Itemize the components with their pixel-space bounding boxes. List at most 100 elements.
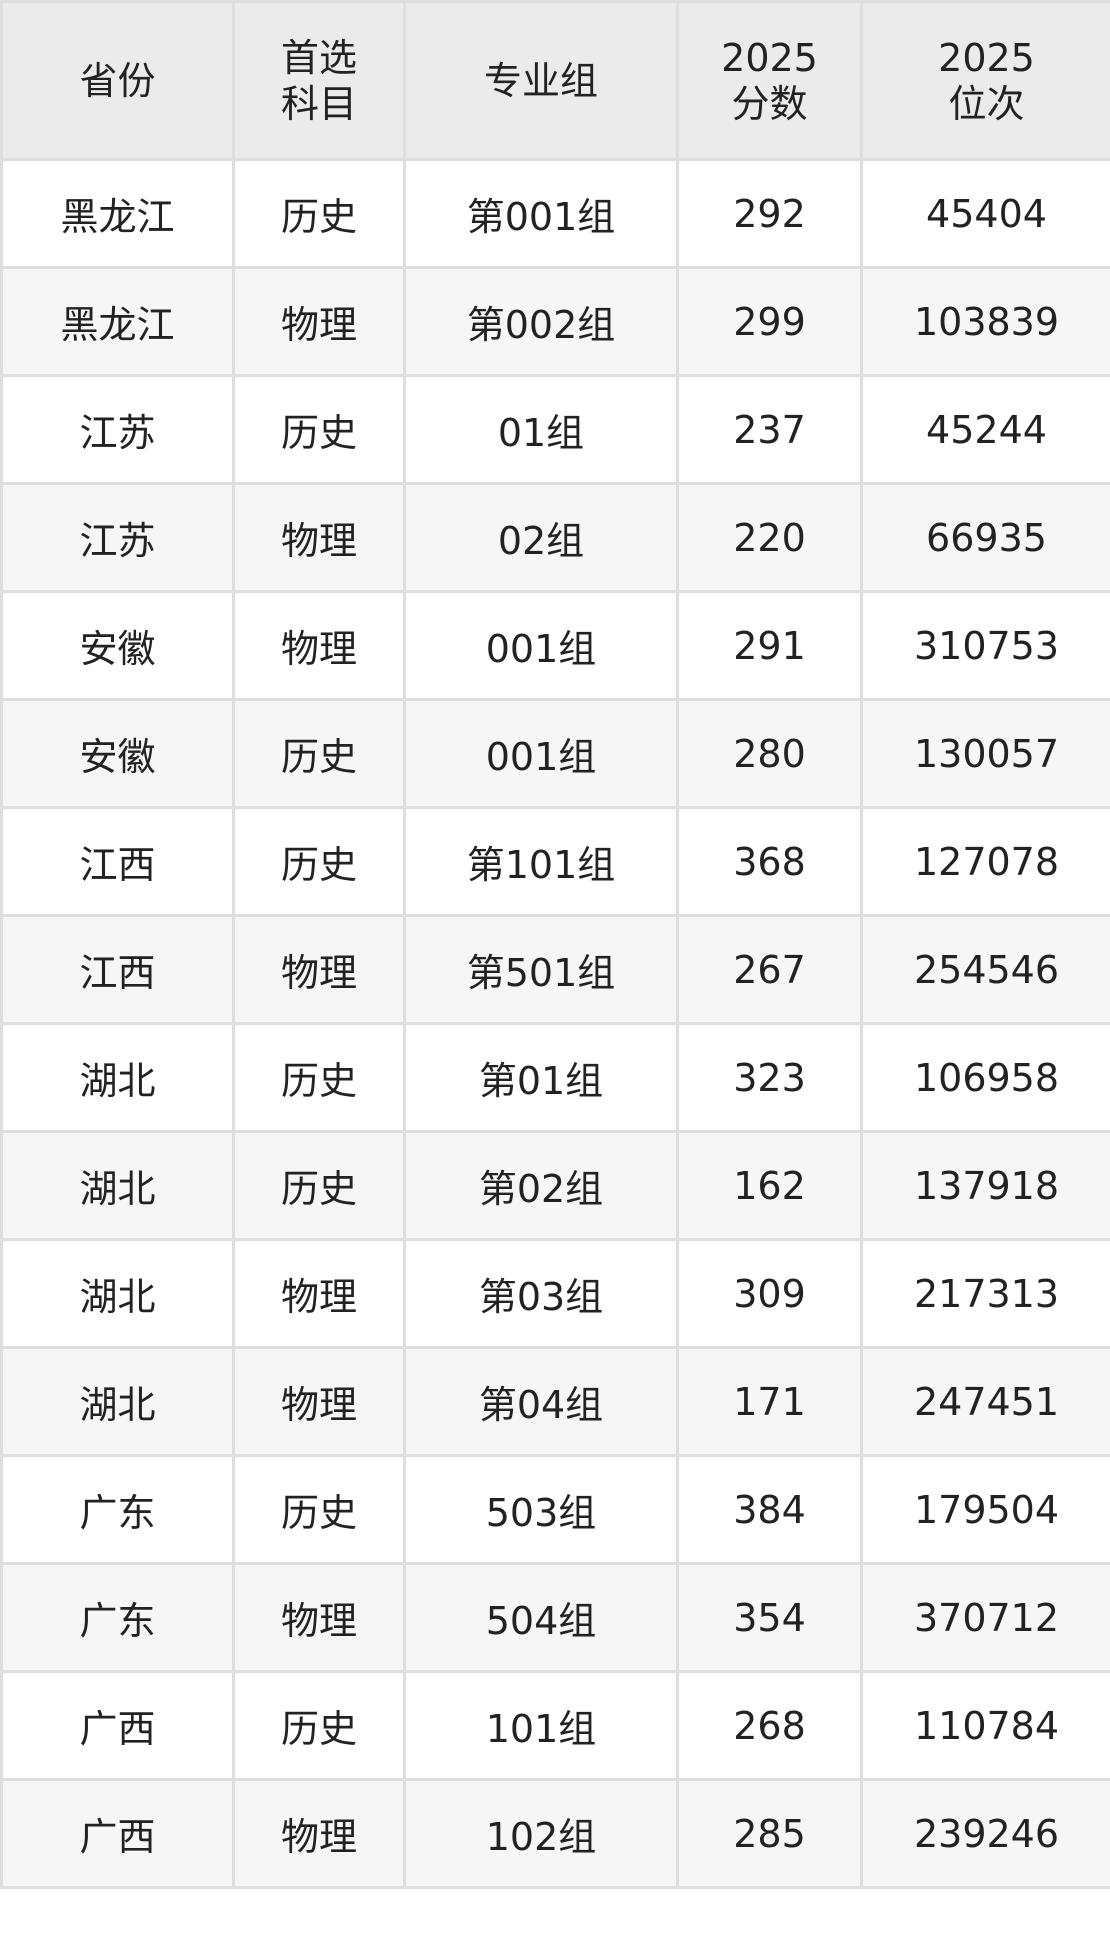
- header-label: 分数: [731, 81, 808, 126]
- subject-cell: 历史: [232, 1454, 406, 1565]
- score-cell: 267: [676, 914, 863, 1025]
- province-cell: 广东: [0, 1562, 235, 1673]
- province-cell: 湖北: [0, 1130, 235, 1241]
- subject-cell: 物理: [232, 1238, 406, 1349]
- table-row: 江西 物理 第501组 267 254546: [0, 914, 1110, 1025]
- group-cell: 第01组: [403, 1022, 679, 1133]
- rank-cell: 45404: [860, 158, 1110, 269]
- header-rank: 2025 位次: [860, 0, 1110, 161]
- header-label: 2025: [721, 35, 818, 80]
- rank-cell: 239246: [860, 1778, 1110, 1889]
- table-row: 广西 历史 101组 268 110784: [0, 1670, 1110, 1781]
- header-label: 位次: [948, 81, 1025, 126]
- table-row: 黑龙江 历史 第001组 292 45404: [0, 158, 1110, 269]
- group-cell: 001组: [403, 698, 679, 809]
- province-cell: 湖北: [0, 1346, 235, 1457]
- score-cell: 171: [676, 1346, 863, 1457]
- table-row: 江西 历史 第101组 368 127078: [0, 806, 1110, 917]
- score-cell: 292: [676, 158, 863, 269]
- header-subject: 首选 科目: [232, 0, 406, 161]
- group-cell: 102组: [403, 1778, 679, 1889]
- subject-cell: 历史: [232, 158, 406, 269]
- group-cell: 第03组: [403, 1238, 679, 1349]
- province-cell: 黑龙江: [0, 266, 235, 377]
- province-cell: 湖北: [0, 1238, 235, 1349]
- province-cell: 江西: [0, 806, 235, 917]
- rank-cell: 179504: [860, 1454, 1110, 1565]
- subject-cell: 历史: [232, 1022, 406, 1133]
- subject-cell: 历史: [232, 1130, 406, 1241]
- header-score: 2025 分数: [676, 0, 863, 161]
- header-label: 专业组: [483, 58, 598, 103]
- score-cell: 291: [676, 590, 863, 701]
- group-cell: 001组: [403, 590, 679, 701]
- rank-cell: 106958: [860, 1022, 1110, 1133]
- group-cell: 第101组: [403, 806, 679, 917]
- header-label: 首选: [280, 35, 357, 80]
- group-cell: 第002组: [403, 266, 679, 377]
- rank-cell: 45244: [860, 374, 1110, 485]
- score-cell: 384: [676, 1454, 863, 1565]
- table-row: 广东 物理 504组 354 370712: [0, 1562, 1110, 1673]
- score-cell: 299: [676, 266, 863, 377]
- subject-cell: 物理: [232, 590, 406, 701]
- header-province: 省份: [0, 0, 235, 161]
- subject-cell: 物理: [232, 1778, 406, 1889]
- score-cell: 309: [676, 1238, 863, 1349]
- header-group: 专业组: [403, 0, 679, 161]
- rank-cell: 130057: [860, 698, 1110, 809]
- province-cell: 广西: [0, 1778, 235, 1889]
- subject-cell: 物理: [232, 266, 406, 377]
- rank-cell: 310753: [860, 590, 1110, 701]
- subject-cell: 历史: [232, 374, 406, 485]
- score-cell: 368: [676, 806, 863, 917]
- score-cell: 280: [676, 698, 863, 809]
- score-cell: 323: [676, 1022, 863, 1133]
- group-cell: 第001组: [403, 158, 679, 269]
- province-cell: 江苏: [0, 482, 235, 593]
- rank-cell: 217313: [860, 1238, 1110, 1349]
- table-row: 湖北 物理 第04组 171 247451: [0, 1346, 1110, 1457]
- subject-cell: 物理: [232, 1562, 406, 1673]
- score-cell: 220: [676, 482, 863, 593]
- table-row: 江苏 历史 01组 237 45244: [0, 374, 1110, 485]
- table-row: 安徽 物理 001组 291 310753: [0, 590, 1110, 701]
- header-label: 科目: [280, 81, 357, 126]
- score-cell: 162: [676, 1130, 863, 1241]
- group-cell: 02组: [403, 482, 679, 593]
- group-cell: 第501组: [403, 914, 679, 1025]
- province-cell: 江西: [0, 914, 235, 1025]
- score-cell: 268: [676, 1670, 863, 1781]
- subject-cell: 物理: [232, 482, 406, 593]
- province-cell: 安徽: [0, 590, 235, 701]
- province-cell: 湖北: [0, 1022, 235, 1133]
- rank-cell: 137918: [860, 1130, 1110, 1241]
- table-row: 黑龙江 物理 第002组 299 103839: [0, 266, 1110, 377]
- province-cell: 广东: [0, 1454, 235, 1565]
- rank-cell: 247451: [860, 1346, 1110, 1457]
- table-row: 广东 历史 503组 384 179504: [0, 1454, 1110, 1565]
- province-cell: 安徽: [0, 698, 235, 809]
- group-cell: 503组: [403, 1454, 679, 1565]
- header-row: 省份 首选 科目 专业组 2025 分数 2025 位次: [0, 0, 1110, 161]
- table-row: 安徽 历史 001组 280 130057: [0, 698, 1110, 809]
- group-cell: 第04组: [403, 1346, 679, 1457]
- score-cell: 354: [676, 1562, 863, 1673]
- rank-cell: 103839: [860, 266, 1110, 377]
- header-label: 省份: [79, 58, 156, 103]
- province-cell: 黑龙江: [0, 158, 235, 269]
- group-cell: 101组: [403, 1670, 679, 1781]
- table-row: 江苏 物理 02组 220 66935: [0, 482, 1110, 593]
- table-row: 湖北 历史 第02组 162 137918: [0, 1130, 1110, 1241]
- rank-cell: 370712: [860, 1562, 1110, 1673]
- rank-cell: 110784: [860, 1670, 1110, 1781]
- group-cell: 第02组: [403, 1130, 679, 1241]
- table-row: 广西 物理 102组 285 239246: [0, 1778, 1110, 1889]
- subject-cell: 物理: [232, 1346, 406, 1457]
- header-label: 2025: [938, 35, 1035, 80]
- province-cell: 江苏: [0, 374, 235, 485]
- score-cell: 237: [676, 374, 863, 485]
- group-cell: 504组: [403, 1562, 679, 1673]
- rank-cell: 66935: [860, 482, 1110, 593]
- subject-cell: 历史: [232, 806, 406, 917]
